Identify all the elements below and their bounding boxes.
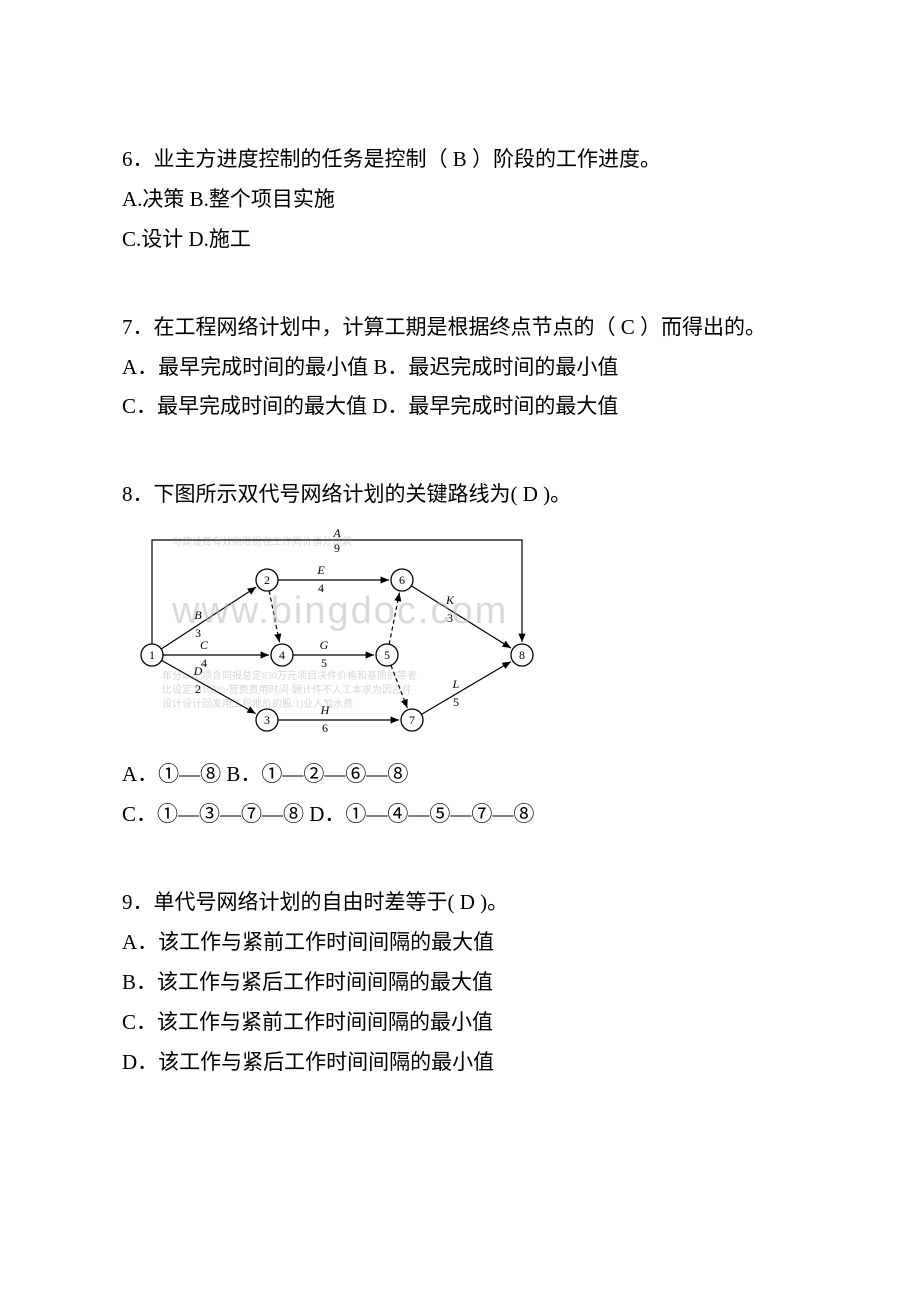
q8-options-1: A．①—⑧ B．①—②—⑥—⑧ [80,755,840,795]
question-8: 8．下图所示双代号网络计划的关键路线为( D )。 与建设费有效期限据在工作同价… [80,475,840,835]
svg-text:3: 3 [447,611,453,625]
question-9: 9．单代号网络计划的自由时差等于( D )。 A．该工作与紧前工作时间间隔的最大… [80,883,840,1082]
q9-option-d: D．该工作与紧后工作时间间隔的最小值 [80,1043,840,1083]
svg-text:A: A [332,526,341,540]
svg-text:L: L [452,677,460,691]
svg-text:6: 6 [399,573,405,587]
q8-text: 8．下图所示双代号网络计划的关键路线为( D )。 [80,475,840,515]
svg-text:2: 2 [264,573,270,587]
svg-text:5: 5 [384,648,390,662]
q7-options-1: A．最早完成时间的最小值 B．最迟完成时间的最小值 [80,348,840,388]
svg-text:9: 9 [334,541,340,555]
svg-text:3: 3 [264,713,270,727]
svg-text:K: K [445,593,455,607]
svg-text:8: 8 [519,648,525,662]
svg-text:G: G [320,638,329,652]
q6-options-1: A.决策 B.整个项目实施 [80,180,840,220]
svg-text:C: C [200,638,209,652]
q9-option-b: B．该工作与紧后工作时间间隔的最大值 [80,963,840,1003]
q6-text: 6．业主方进度控制的任务是控制（ B ）阶段的工作进度。 [80,140,840,180]
svg-text:B: B [194,608,202,622]
svg-text:E: E [316,563,325,577]
svg-text:1: 1 [149,648,155,662]
svg-text:H: H [320,703,331,717]
q7-text: 7．在工程网络计划中，计算工期是根据终点节点的（ C ）而得出的。 [80,308,840,348]
svg-text:4: 4 [318,581,324,595]
svg-text:7: 7 [409,713,415,727]
q8-options-2: C．①—③—⑦—⑧ D．①—④—⑤—⑦—⑧ [80,795,840,835]
svg-text:5: 5 [453,695,459,709]
q9-option-a: A．该工作与紧前工作时间间隔的最大值 [80,923,840,963]
svg-text:6: 6 [322,721,328,735]
svg-text:5: 5 [321,656,327,670]
svg-text:D: D [193,664,203,678]
svg-text:4: 4 [279,648,285,662]
q9-text: 9．单代号网络计划的自由时差等于( D )。 [80,883,840,923]
question-6: 6．业主方进度控制的任务是控制（ B ）阶段的工作进度。 A.决策 B.整个项目… [80,140,840,260]
network-diagram: 与建设费有效期限据在工作同价值分建筑 年分以上项合同报总定830万元项目决件价格… [122,525,552,745]
q7-options-2: C．最早完成时间的最大值 D．最早完成时间的最大值 [80,387,840,427]
q6-options-2: C.设计 D.施工 [80,220,840,260]
q9-option-c: C．该工作与紧前工作时间间隔的最小值 [80,1003,840,1043]
diagram-svg: 12345678 A9B3C4D2E4G5H6K3L5 [122,525,552,745]
question-7: 7．在工程网络计划中，计算工期是根据终点节点的（ C ）而得出的。 A．最早完成… [80,308,840,428]
svg-text:2: 2 [195,682,201,696]
